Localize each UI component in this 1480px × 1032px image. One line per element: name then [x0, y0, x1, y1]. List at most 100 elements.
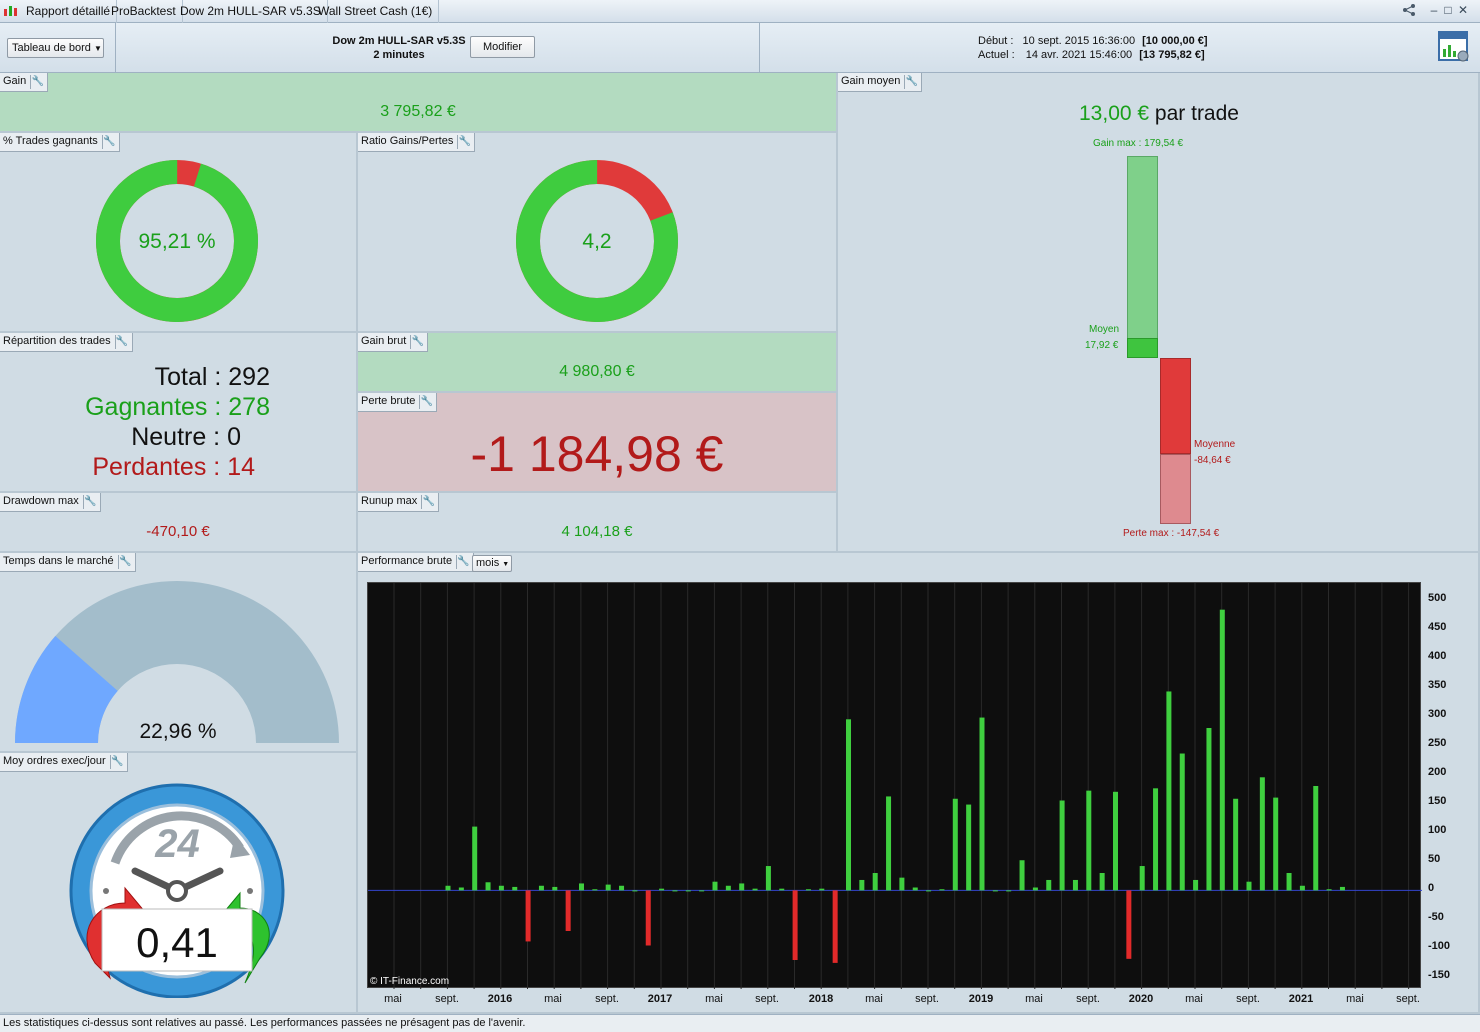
ratio-panel-title[interactable]: Ratio Gains/Pertes 🔧 — [358, 133, 476, 152]
chart-bar — [1339, 886, 1345, 891]
y-tick-label: 450 — [1428, 621, 1447, 634]
header-divider — [759, 23, 760, 73]
period-select[interactable]: mois ▼ — [472, 555, 512, 572]
donut-win-arc — [96, 160, 258, 322]
performance-panel-title[interactable]: Performance brute 🔧 — [358, 553, 475, 572]
x-tick-label: mai — [1025, 993, 1043, 1005]
perte-brute-panel: Perte brute 🔧 -1 184,98 € — [358, 393, 838, 493]
drawdown-panel: Drawdown max 🔧 -470,10 € — [0, 493, 358, 553]
trades-gagnants-title-label: % Trades gagnants — [3, 135, 98, 147]
chart-bar — [886, 796, 892, 891]
chart-bar — [699, 890, 705, 892]
drawdown-panel-title[interactable]: Drawdown max 🔧 — [0, 493, 101, 512]
repartition-panel-title[interactable]: Répartition des trades 🔧 — [0, 333, 133, 352]
current-capital: [13 795,82 €] — [1139, 49, 1205, 61]
moy-ordres-panel-title[interactable]: Moy ordres exec/jour 🔧 — [0, 753, 128, 772]
performance-title-label: Performance brute — [361, 555, 453, 567]
y-tick-label: -100 — [1428, 940, 1451, 953]
y-tick-label: 300 — [1428, 708, 1447, 721]
perte-brute-panel-title[interactable]: Perte brute 🔧 — [358, 393, 438, 412]
chart-bar — [1006, 890, 1012, 892]
chart-bar — [1273, 797, 1279, 891]
gain-max-label: Gain max : 179,54 € — [1093, 138, 1184, 149]
title-bar: Rapport détaillé ProBacktest Dow 2m HULL… — [0, 0, 1480, 23]
wrench-icon[interactable]: 🔧 — [419, 395, 434, 409]
current-date: 14 avr. 2021 15:46:00 — [1025, 49, 1133, 61]
chart-bar — [872, 873, 878, 891]
gain-moyen-panel-title[interactable]: Gain moyen 🔧 — [838, 73, 923, 92]
header-divider — [115, 23, 116, 73]
gain-moyen-headline: 13,00 € par trade — [838, 102, 1478, 126]
chart-bar — [552, 886, 558, 891]
ratio-title-label: Ratio Gains/Pertes — [361, 135, 454, 147]
wrench-icon[interactable]: 🔧 — [456, 555, 470, 569]
wrench-icon[interactable]: 🔧 — [109, 755, 124, 769]
chart-bar — [712, 881, 718, 891]
gain-brut-panel-title[interactable]: Gain brut 🔧 — [358, 333, 429, 352]
chart-bar — [605, 884, 611, 891]
drawdown-value: -470,10 € — [146, 523, 210, 540]
close-icon[interactable]: ✕ — [1457, 3, 1469, 17]
gain-panel-title[interactable]: Gain 🔧 — [0, 73, 49, 92]
x-tick-label: sept. — [1236, 993, 1260, 1005]
modify-button[interactable]: Modifier — [470, 36, 535, 58]
wrench-icon[interactable]: 🔧 — [82, 495, 97, 509]
wrench-icon[interactable]: 🔧 — [117, 555, 132, 569]
moyen-value: 17,92 € — [1085, 340, 1119, 351]
gain-moyen-suffix: par trade — [1154, 102, 1239, 125]
dashboard-settings-icon[interactable] — [1438, 31, 1470, 63]
gain-panel: Gain 🔧 3 795,82 € — [0, 73, 838, 133]
gain-title-label: Gain — [3, 75, 27, 87]
wrench-icon[interactable]: 🔧 — [904, 75, 919, 89]
chart-bar — [579, 883, 584, 891]
total-label: Total : — [154, 363, 222, 391]
chart-bar — [846, 719, 851, 891]
temps-marche-panel: Temps dans le marché 🔧 22,96 % — [0, 553, 358, 753]
y-tick-label: 0 — [1428, 882, 1435, 895]
view-select[interactable]: Tableau de bord ▼ — [7, 38, 104, 58]
current-label: Actuel : — [978, 49, 1015, 61]
gauge-fill — [15, 636, 118, 743]
chart-bar — [645, 890, 651, 946]
temps-marche-title-label: Temps dans le marché — [3, 555, 114, 567]
moy-ordres-panel: Moy ordres exec/jour 🔧 24 0,41 — [0, 753, 358, 1014]
wrench-icon[interactable]: 🔧 — [30, 75, 44, 89]
chart-bar — [1086, 790, 1092, 891]
moy-ordres-value: 0,41 — [136, 919, 218, 966]
trades-gagnants-panel-title[interactable]: % Trades gagnants 🔧 — [0, 133, 120, 152]
runup-panel-title[interactable]: Runup max 🔧 — [358, 493, 440, 512]
chart-copyright: © IT-Finance.com — [370, 976, 450, 987]
chart-bar — [952, 798, 958, 891]
temps-marche-panel-title[interactable]: Temps dans le marché 🔧 — [0, 553, 136, 572]
maximize-icon[interactable]: □ — [1444, 3, 1452, 17]
tab-strategy[interactable]: Dow 2m HULL-SAR v5.3S — [174, 0, 328, 23]
y-tick-label: 500 — [1428, 592, 1447, 605]
wrench-icon[interactable]: 🔧 — [457, 135, 472, 149]
x-tick-label: 2020 — [1128, 993, 1154, 1005]
start-info: Début : 10 sept. 2015 16:36:00 [10 000,0… — [978, 35, 1208, 47]
y-tick-label: 50 — [1428, 853, 1441, 866]
chart-bar — [1099, 873, 1105, 891]
chart-bar — [525, 890, 531, 942]
x-tick-label: mai — [544, 993, 562, 1005]
tab-rapport-detaille[interactable]: Rapport détaillé — [20, 0, 118, 23]
chart-bar — [832, 890, 838, 963]
wrench-icon[interactable]: 🔧 — [410, 335, 424, 349]
clock-label: 24 — [155, 822, 200, 866]
wrench-icon[interactable]: 🔧 — [101, 135, 116, 149]
y-tick-label: 400 — [1428, 650, 1447, 663]
trades-gagnants-value: 95,21 % — [138, 230, 216, 253]
wrench-icon[interactable]: 🔧 — [114, 335, 129, 349]
wrench-icon[interactable]: 🔧 — [421, 495, 435, 509]
tab-instrument[interactable]: Wall Street Cash (1€) — [312, 0, 440, 23]
x-tick-label: mai — [865, 993, 883, 1005]
x-tick-label: sept. — [1396, 993, 1420, 1005]
chart-bar — [1246, 881, 1252, 891]
gain-brut-value: 4 980,80 € — [559, 363, 635, 380]
minimize-icon[interactable]: – — [1430, 3, 1438, 17]
x-tick-label: sept. — [755, 993, 779, 1005]
share-icon[interactable] — [1402, 3, 1416, 17]
chart-bar — [1259, 777, 1265, 891]
gagnantes-value: 278 — [228, 393, 270, 421]
tab-probacktest[interactable]: ProBacktest — [105, 0, 183, 23]
